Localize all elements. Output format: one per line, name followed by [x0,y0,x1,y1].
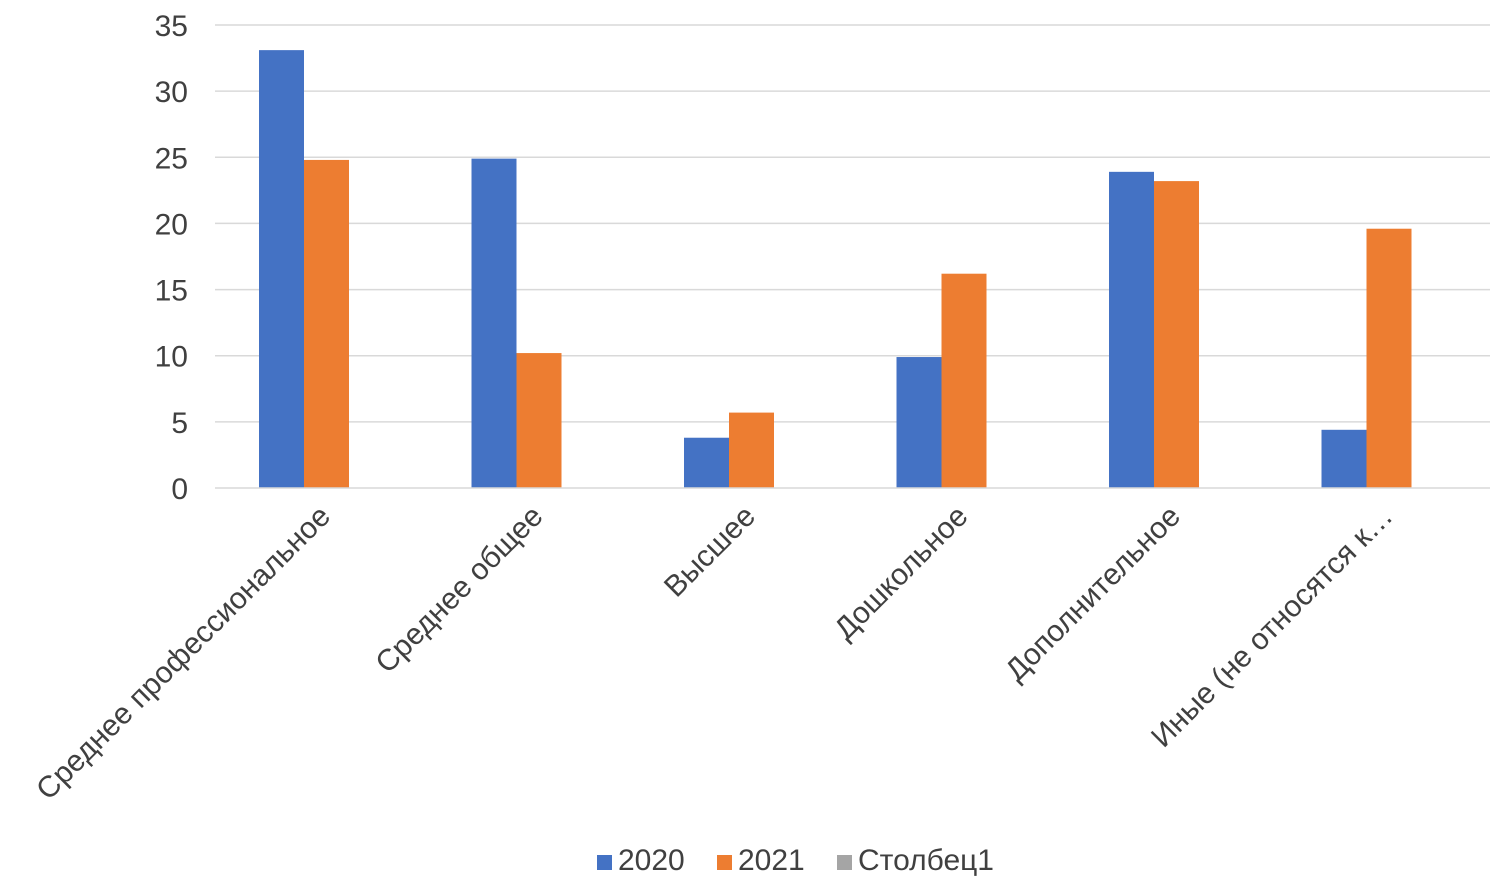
y-axis-tick-labels: 0 5 10 15 20 25 30 35 [155,10,188,506]
bar-2021 [304,159,349,488]
legend-label: Столбец1 [858,844,994,877]
x-category-label: Дополнительное [999,500,1187,688]
x-category-label: Среднее общее [369,500,549,680]
bar-2020 [896,357,942,488]
x-category-label: Среднее профессиональное [30,500,337,807]
x-category-label: Высшее [658,500,762,604]
x-category-label: Дошкольное [828,500,974,646]
bar-2021 [1366,228,1412,488]
x-axis-category-labels: Среднее профессиональное Среднее общее Выс… [30,500,1399,807]
legend-swatch [717,855,732,870]
y-tick-label: 0 [171,473,188,506]
bar-2020 [259,50,304,489]
legend-swatch [597,855,612,870]
legend-label: 2021 [738,844,805,877]
bar-2020 [471,158,517,488]
y-tick-label: 5 [171,407,188,440]
y-tick-label: 25 [155,142,188,175]
y-tick-label: 10 [155,341,188,374]
legend: 2020 2021 Столбец1 [597,844,994,877]
bar-2020 [1321,429,1367,488]
y-tick-label: 35 [155,10,188,43]
gridlines [215,24,1490,423]
bar-2021 [1154,181,1199,488]
bar-2021 [941,273,987,488]
legend-label: 2020 [618,844,685,877]
bar-2021 [729,412,774,488]
bar-2021 [516,353,562,488]
bars [259,50,1412,489]
bar-2020 [684,437,729,488]
y-tick-label: 15 [155,275,188,308]
y-tick-label: 30 [155,76,188,109]
x-category-label: Иные (не относятся к… [1145,500,1399,754]
bar-2020 [1109,171,1154,488]
legend-swatch [837,855,852,870]
y-tick-label: 20 [155,208,188,241]
